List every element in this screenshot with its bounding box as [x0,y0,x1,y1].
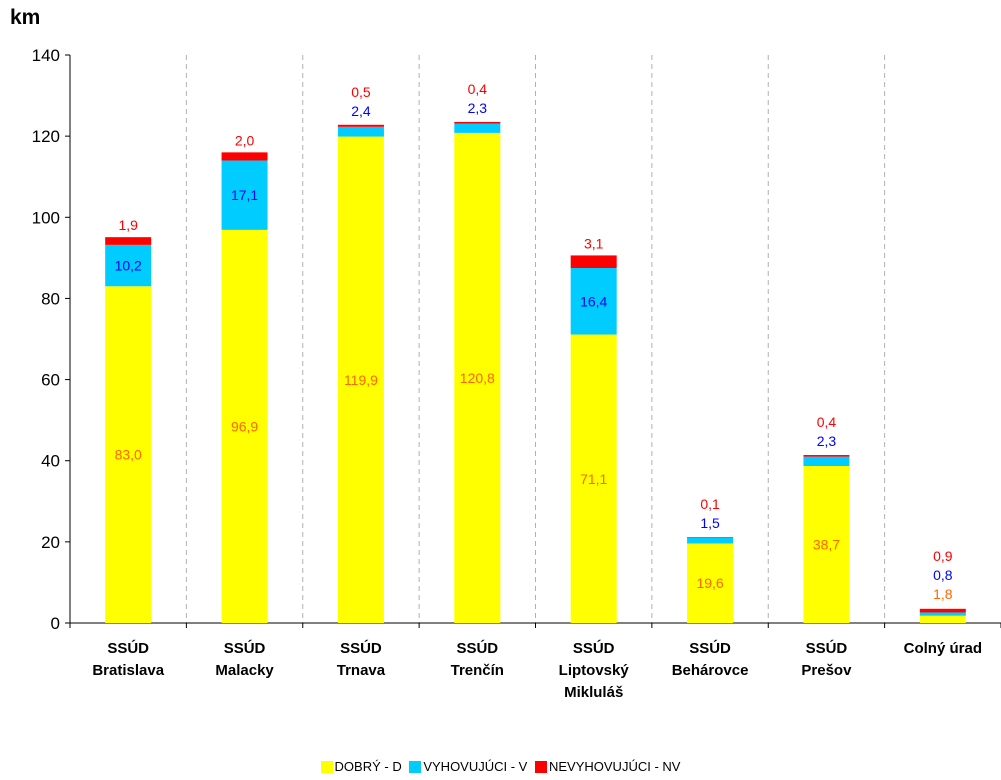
bar-segment-dobry [337,136,384,623]
x-tick-label-line: Prešov [801,662,852,679]
x-tick-label-line: SSÚD [573,639,615,657]
bar-segment-nevyhovujuci [803,455,850,457]
x-tick-label: SSÚD Trnava [337,639,386,679]
x-tick-label-line: Trenčín [451,662,504,679]
label-layer: 1,9 10,2 83,0 2,0 17,1 96,9 0,5 2,4 119,9 0,4 2,3 1… [115,81,953,602]
data-label-vyhovujuci: 17,1 [231,187,258,203]
x-tick-label-line: Trnava [337,662,386,679]
bar-segment-dobry [454,132,501,623]
x-tick-label-line: SSÚD [806,639,848,657]
bar-segment-dobry [105,286,152,623]
axis-layer: 0 20 40 60 80 100 120 140 SSÚD Bratislava SSÚD Mala… [32,46,1001,701]
data-label-vyhovujuci: 2,4 [351,103,371,119]
x-tick-label-line: SSÚD [456,639,498,657]
bar-segment-vyhovujuci [919,612,966,616]
x-tick-label-line: Liptovský [559,662,630,679]
y-tick-label: 0 [51,614,60,633]
x-tick-label-line: SSÚD [689,639,731,657]
data-label-dobry: 119,9 [344,372,378,388]
data-label-dobry: 1,8 [933,586,953,602]
legend-item-dobry: DOBRÝ - D [320,759,402,774]
legend-label-dobry: DOBRÝ - D [334,759,402,774]
y-tick-label: 80 [41,289,60,308]
x-tick-label-line: Colný úrad [904,640,982,657]
x-tick-label: SSÚD Bratislava [92,639,164,679]
data-label-vyhovujuci: 2,3 [468,100,488,116]
x-tick-label: SSÚD Trenčín [451,639,504,679]
bar-segment-dobry [687,543,734,623]
x-tick-label: SSÚD Prešov [801,639,852,679]
data-label-dobry: 19,6 [696,575,723,591]
x-tick-label: Colný úrad [904,640,982,657]
bar-segment-nevyhovujuci [105,237,152,245]
data-label-vyhovujuci: 10,2 [115,258,142,274]
x-tick-label-line: SSÚD [107,639,149,657]
bar-segment-nevyhovujuci [919,608,966,613]
y-tick-label: 140 [32,46,60,65]
data-label-dobry: 96,9 [231,418,258,434]
chart-legend: DOBRÝ - D VYHOVUJÚCI - V NEVYHOVUJÚCI - … [0,759,1001,776]
x-tick-label-line: Malacky [215,662,274,679]
bar-segment-dobry [803,465,850,623]
data-label-nevyhovujuci: 0,4 [817,414,837,430]
data-label-nevyhovujuci: 3,1 [584,235,604,251]
data-label-dobry: 83,0 [115,447,142,463]
x-tick-label-line: Bratislava [92,662,164,679]
data-label-nevyhovujuci: 0,1 [700,496,720,512]
y-tick-label: 120 [32,127,60,146]
legend-item-vyhovujuci: VYHOVUJÚCI - V [409,759,527,774]
bar-segment-vyhovujuci [337,126,384,137]
data-label-vyhovujuci: 16,4 [580,293,607,309]
y-tick-label: 20 [41,533,60,552]
legend-label-nevyhovujuci: NEVYHOVUJÚCI - NV [548,759,681,774]
data-label-nevyhovujuci: 0,4 [468,81,488,97]
stacked-bar-chart: 0 20 40 60 80 100 120 140 SSÚD Bratislava SSÚD Mala… [32,46,1001,701]
bar-segment-nevyhovujuci [337,124,384,127]
data-label-nevyhovujuci: 2,0 [235,132,255,148]
data-label-dobry: 71,1 [580,471,607,487]
bar-segment-dobry [570,334,617,623]
data-label-dobry: 38,7 [813,536,840,552]
legend-label-vyhovujuci: VYHOVUJÚCI - V [423,759,528,774]
y-tick-label: 60 [41,371,60,390]
x-tick-label-line: SSÚD [224,639,266,657]
y-tick-label: 100 [32,208,60,227]
bar-segment-vyhovujuci [105,244,152,287]
grid-layer [185,55,886,623]
x-tick-label: SSÚD Liptovský Mikluláš [559,639,630,701]
bar-layer [105,121,966,623]
bar-segment-nevyhovujuci [454,121,501,124]
legend-item-nevyhovujuci: NEVYHOVUJÚCI - NV [534,759,681,774]
bar-segment-vyhovujuci [803,456,850,466]
y-axis-unit: km [10,6,41,29]
bar-segment-dobry [919,615,966,623]
data-label-dobry: 120,8 [460,370,495,386]
bar-segment-nevyhovujuci [221,152,268,161]
x-tick-label: SSÚD Malacky [215,639,274,679]
bar-segment-vyhovujuci [454,123,501,133]
x-tick-label-line: Mikluláš [564,684,623,701]
data-label-vyhovujuci: 1,5 [700,515,720,531]
bar-segment-dobry [221,229,268,623]
bar-segment-nevyhovujuci [570,255,617,268]
data-label-nevyhovujuci: 0,5 [351,84,371,100]
data-label-nevyhovujuci: 1,9 [118,217,138,233]
legend-swatch-nevyhovujuci [534,760,547,773]
data-label-vyhovujuci: 0,8 [933,567,953,583]
bar-segment-vyhovujuci [221,160,268,230]
y-tick-label: 40 [41,452,60,471]
x-tick-label: SSÚD Behárovce [672,639,749,679]
x-tick-label-line: Behárovce [672,662,749,679]
bar-segment-vyhovujuci [687,537,734,544]
legend-swatch-dobry [320,760,333,773]
data-label-nevyhovujuci: 0,9 [933,548,953,564]
legend-swatch-vyhovujuci [409,760,422,773]
x-tick-label-line: SSÚD [340,639,382,657]
data-label-vyhovujuci: 2,3 [817,433,837,449]
bar-segment-vyhovujuci [570,268,617,335]
